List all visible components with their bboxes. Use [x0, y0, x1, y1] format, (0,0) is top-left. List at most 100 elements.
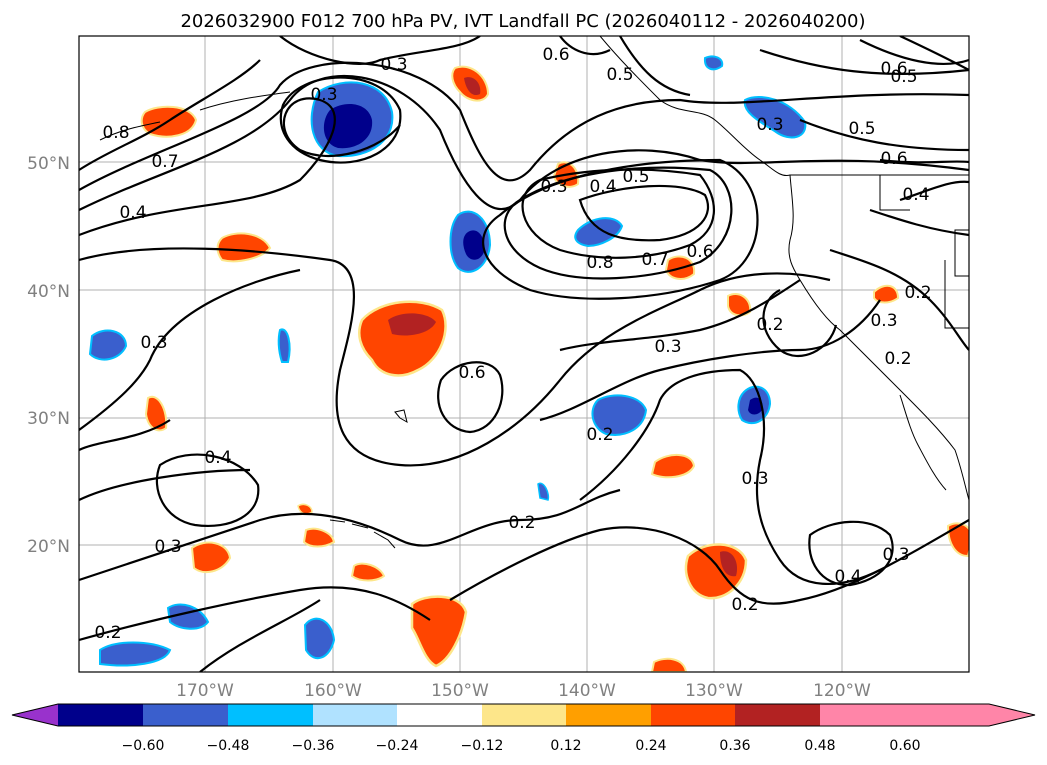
contour-label: 0.7 — [151, 152, 178, 172]
anomaly-pos-mx — [946, 522, 969, 558]
coast-alaska-bc — [599, 36, 969, 177]
contour-label: 0.3 — [540, 177, 567, 197]
contour-0p3-ca — [829, 248, 969, 351]
contour-0p5-ne — [759, 48, 969, 152]
colorbar-tick: −0.36 — [292, 738, 335, 754]
colorbar-segment — [397, 704, 482, 726]
colorbar-segment — [482, 704, 566, 726]
map-panel: 0.6 0.5 0.8 0.7 0.4 0.3 0.5 0.4 0.8 0.7 … — [78, 35, 970, 673]
contour-label: 0.6 — [686, 242, 713, 262]
lat-labels: 50°N 40°N 30°N 20°N — [27, 154, 70, 557]
contour-label: 0.6 — [880, 149, 907, 169]
island-small — [394, 409, 408, 424]
contour-0p6-ne — [859, 39, 969, 164]
anomaly-pos-s2 — [410, 595, 468, 668]
contour-label: 0.5 — [606, 65, 633, 85]
lon-label: 150°W — [431, 681, 489, 701]
contour-label: 0.3 — [870, 311, 897, 331]
anomaly-pos-bottom — [650, 657, 688, 672]
contour-label: 0.4 — [204, 448, 231, 468]
colorbar-tick: −0.60 — [122, 738, 165, 754]
lon-label: 130°W — [685, 681, 743, 701]
contour-label: 0.5 — [890, 67, 917, 87]
anomaly-neg-mid-core — [463, 230, 485, 260]
anomaly-neg-s — [303, 617, 336, 660]
colorbar-segment — [143, 704, 228, 726]
colorbar-segment — [566, 704, 651, 726]
contour-0p8-west — [79, 59, 261, 171]
contour-label: 0.4 — [119, 203, 146, 223]
map-background — [79, 36, 969, 672]
state-borders — [879, 175, 969, 329]
colorbar-segment — [735, 704, 820, 726]
contour-label: 0.5 — [848, 119, 875, 139]
colorbar-segment — [228, 704, 313, 726]
colorbar-tick: −0.48 — [207, 738, 250, 754]
contour-label: 0.4 — [902, 185, 929, 205]
pv-contours — [79, 36, 969, 672]
anomaly-neg-aleutian-core — [323, 104, 373, 149]
colorbar-tick: −0.12 — [461, 738, 504, 754]
contour-label: 0.5 — [622, 167, 649, 187]
contour-label: 0.3 — [310, 85, 337, 105]
contour-0p4-loop — [155, 453, 260, 527]
contour-aleutian-ring — [279, 76, 402, 164]
anomaly-pos-e3 — [727, 293, 752, 317]
colorbar-tick: 0.36 — [719, 738, 750, 754]
lon-label: 160°W — [304, 681, 362, 701]
contour-0p3-east — [559, 279, 801, 352]
contour-jet-inner — [578, 184, 710, 242]
colorbar-ticks: −0.60 −0.48 −0.36 −0.24 −0.12 0.12 0.24 … — [122, 738, 921, 754]
contour-label: 0.3 — [756, 115, 783, 135]
anomaly-pos-se-core — [720, 551, 738, 577]
anomaly-neg-west2 — [277, 328, 291, 363]
contour-jet-3 — [482, 158, 759, 300]
anomaly-neg-south — [591, 394, 648, 436]
anomaly-pos-sw — [190, 541, 232, 574]
anomaly-pos-central-core — [388, 313, 436, 336]
colorbar-segment — [313, 704, 397, 726]
anomaly-neg-tiny — [537, 482, 550, 501]
lat-label: 50°N — [27, 154, 70, 174]
anomaly-pos-small — [297, 503, 313, 515]
contour-label: 0.2 — [586, 425, 613, 445]
contour-aleutian-inner — [79, 97, 401, 237]
colorbar-segment — [58, 704, 143, 726]
contour-label: 0.6 — [458, 363, 485, 383]
colorbar-tick: 0.48 — [804, 738, 835, 754]
contour-label: 0.4 — [834, 567, 861, 587]
contour-label: 0.3 — [741, 469, 768, 489]
contour-0p4-west — [79, 419, 251, 501]
colorbar-extend-left — [12, 704, 58, 726]
contour-0p7 — [79, 61, 969, 191]
lon-label: 140°W — [558, 681, 616, 701]
colorbar-tick: −0.24 — [376, 738, 419, 754]
contour-label: 0.2 — [904, 283, 931, 303]
contour-label: 0.6 — [880, 59, 907, 79]
lon-label: 120°W — [813, 681, 871, 701]
anomaly-pos-north-core — [464, 77, 481, 96]
contour-label: 0.4 — [589, 177, 616, 197]
coast-baja — [899, 394, 947, 491]
contour-label: 0.2 — [94, 623, 121, 643]
colorbar-segment — [651, 704, 735, 726]
contour-label: 0.8 — [102, 123, 129, 143]
anomaly-pos-s3 — [350, 562, 386, 582]
contour-jet-2 — [503, 166, 733, 280]
contour-label: 0.3 — [154, 537, 181, 557]
lat-label: 40°N — [27, 282, 70, 302]
contour-label: 0.8 — [586, 253, 613, 273]
lat-label: 30°N — [27, 409, 70, 429]
contour-0p3-se — [579, 368, 881, 586]
contour-0p2-ca — [762, 289, 838, 358]
contour-label: 0.3 — [380, 55, 407, 75]
coast-west-us — [788, 174, 969, 501]
aleutian-islands — [99, 91, 291, 141]
anomaly-neg-east — [574, 217, 624, 248]
anomaly-pos-s4 — [302, 527, 336, 548]
contour-label: 0.3 — [882, 545, 909, 565]
contour-0p5 — [79, 247, 831, 467]
contour-0p3-south — [79, 488, 621, 582]
contour-labels: 0.6 0.5 0.8 0.7 0.4 0.3 0.5 0.4 0.8 0.7 … — [94, 45, 931, 643]
